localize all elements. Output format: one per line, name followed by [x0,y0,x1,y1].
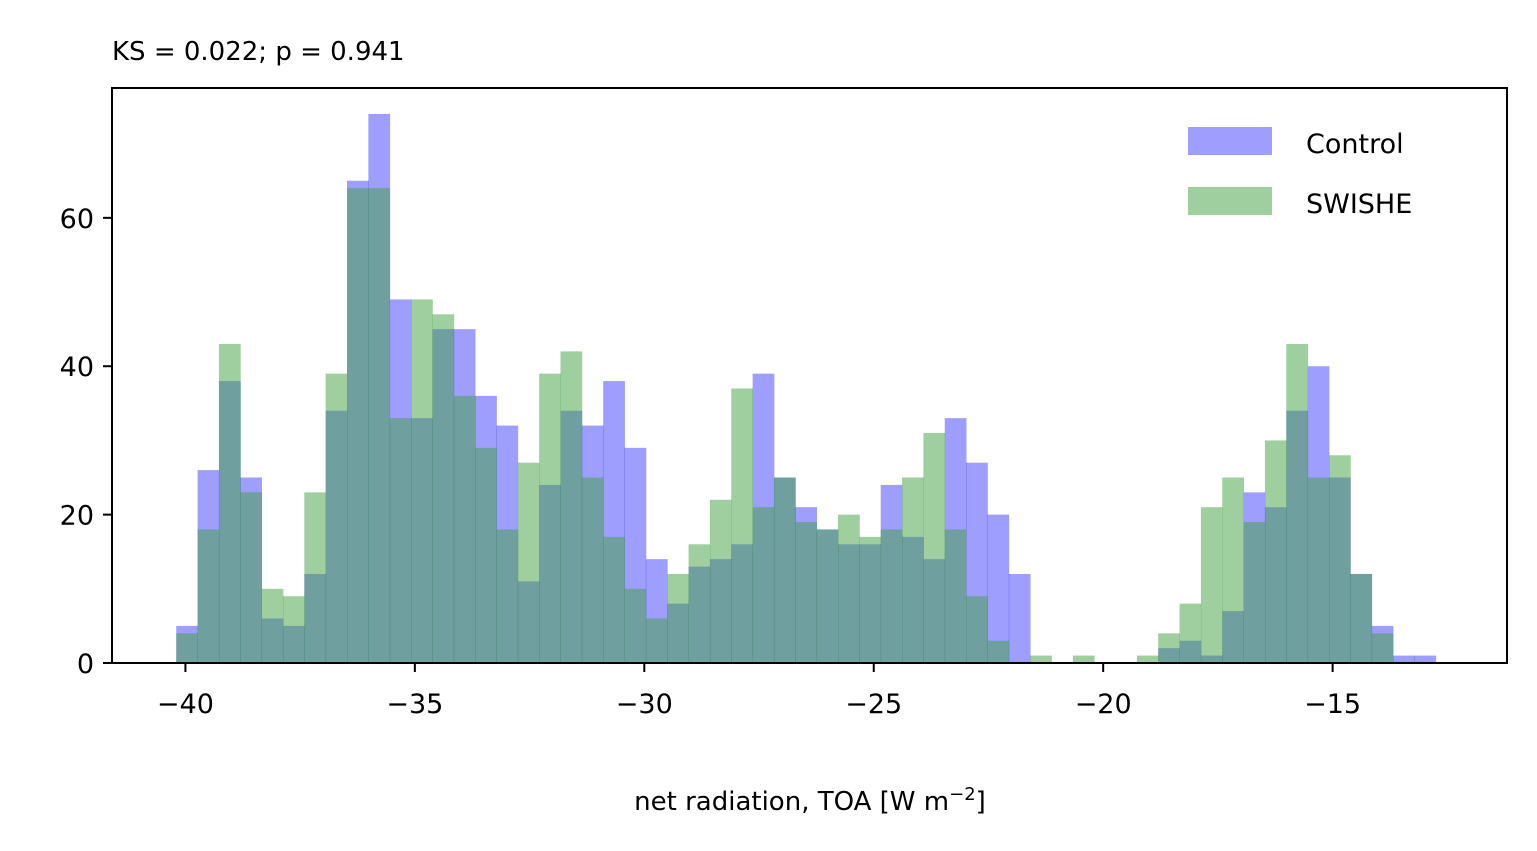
bar-swishe [816,529,839,663]
bars-group [176,113,1437,664]
bar-swishe [987,640,1010,663]
bar-control [1008,573,1031,663]
bar-swishe [347,188,369,663]
bar-swishe [859,536,882,663]
bar-swishe [560,351,583,663]
x-axis-ticks: −40 −35 −30 −25 −20 −15 [157,663,1361,720]
bar-swishe [581,477,604,663]
bar-swishe [944,529,967,663]
bar-swishe [197,529,220,663]
bar-swishe [304,492,327,663]
x-tick-label: −20 [1075,689,1132,720]
bar-swishe [731,388,754,663]
bar-swishe [880,529,903,663]
bar-swishe [1158,633,1180,663]
bar-swishe [368,188,391,663]
bar-control [1414,655,1437,663]
bar-swishe [325,373,348,663]
x-tick-label: −25 [845,689,902,720]
bar-swishe [1179,603,1202,663]
y-tick-label: 0 [77,649,94,680]
bar-swishe [496,529,519,663]
bar-swishe [603,536,625,663]
bar-swishe [966,596,988,663]
bar-swishe [667,573,689,663]
bar-swishe [1350,573,1373,663]
legend-swatch-control [1188,127,1272,155]
bar-swishe [1307,477,1330,663]
bar-swishe [902,477,924,663]
bar-swishe [475,447,497,663]
bar-control [987,514,1010,663]
bar-swishe [1030,655,1052,663]
y-tick-label: 60 [60,204,94,235]
x-axis-label: net radiation, TOA [W m−2] [634,784,986,817]
plot-frame [111,87,1508,664]
bar-swishe [389,418,412,663]
bar-swishe [1243,522,1266,663]
bar-swishe [838,514,860,663]
bar-swishe [645,618,668,663]
bar-swishe [1286,343,1309,663]
bar-swishe [752,507,775,663]
bar-swishe [624,588,647,663]
bar-swishe [923,433,946,663]
legend-label-control: Control [1306,129,1404,160]
y-axis-ticks: 0 20 40 60 [60,204,112,680]
bar-swishe [282,596,305,663]
bar-swishe [261,588,284,663]
legend: Control SWISHE [1188,127,1412,220]
bar-swishe [1200,507,1223,663]
bar-control [1393,655,1415,663]
bar-swishe [240,492,263,663]
bar-swishe [218,343,241,663]
series-swishe [176,188,1394,663]
bar-swishe [688,544,711,663]
y-tick-label: 20 [60,501,94,532]
bar-swishe [1072,655,1095,663]
bar-swishe [1371,633,1394,663]
bar-swishe [1264,440,1287,663]
bar-swishe [517,462,540,663]
bar-swishe [1328,455,1351,663]
y-tick-label: 40 [60,352,94,383]
bar-swishe [709,499,732,663]
bar-swishe [773,477,796,663]
legend-swatch-swishe [1188,187,1272,215]
bar-swishe [795,522,818,663]
bar-swishe [176,633,198,663]
x-tick-label: −30 [616,689,673,720]
x-tick-label: −35 [386,689,443,720]
bar-swishe [432,314,455,663]
bar-swishe [453,395,476,663]
bar-swishe [539,373,561,663]
x-tick-label: −40 [157,689,214,720]
bar-swishe [1136,655,1159,663]
x-tick-label: −15 [1304,689,1361,720]
chart-title: KS = 0.022; p = 0.941 [112,37,405,67]
legend-label-swishe: SWISHE [1306,189,1412,220]
bar-swishe [411,299,433,663]
bar-swishe [1222,477,1244,663]
